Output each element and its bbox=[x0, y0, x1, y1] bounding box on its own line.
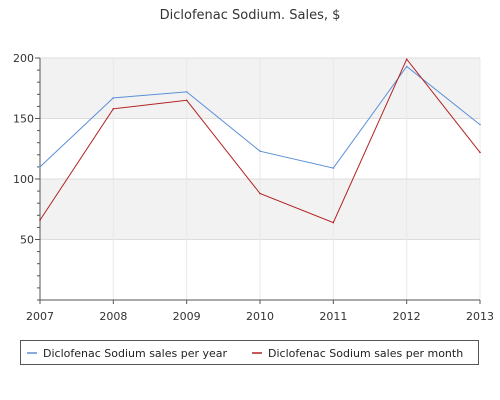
legend-label: Diclofenac Sodium sales per year bbox=[43, 347, 228, 360]
x-tick-label: 2007 bbox=[26, 310, 54, 323]
data-point bbox=[405, 58, 408, 61]
data-point bbox=[259, 150, 261, 152]
x-tick-label: 2013 bbox=[466, 310, 494, 323]
data-point bbox=[39, 219, 41, 221]
data-point bbox=[332, 167, 335, 169]
y-tick-label: 150 bbox=[13, 113, 34, 126]
legend-label: Diclofenac Sodium sales per month bbox=[268, 347, 463, 360]
x-tick-label: 2008 bbox=[99, 310, 127, 323]
data-point bbox=[112, 97, 115, 99]
x-tick-labels: 2007 2008 2009 2010 2011 2012 2013 bbox=[26, 310, 494, 323]
data-point bbox=[112, 108, 115, 110]
y-tick-labels: 50 100 150 200 bbox=[13, 52, 34, 247]
data-point bbox=[479, 123, 481, 126]
x-tick-label: 2009 bbox=[173, 310, 201, 323]
data-point bbox=[259, 192, 261, 195]
data-point bbox=[39, 166, 41, 168]
data-point bbox=[332, 221, 335, 224]
data-point bbox=[185, 91, 188, 93]
x-tick-label: 2011 bbox=[319, 310, 347, 323]
y-tick-label: 100 bbox=[13, 173, 34, 186]
axes bbox=[35, 57, 481, 304]
x-tick-label: 2010 bbox=[246, 310, 274, 323]
data-point bbox=[185, 99, 188, 102]
chart-title: Diclofenac Sodium. Sales, $ bbox=[160, 8, 341, 23]
y-tick-label: 50 bbox=[20, 234, 34, 247]
y-tick-label: 200 bbox=[13, 52, 34, 65]
x-tick-label: 2012 bbox=[393, 310, 421, 323]
legend: Diclofenac Sodium sales per year Diclofen… bbox=[20, 340, 479, 365]
legend-box bbox=[20, 340, 479, 365]
series-lines bbox=[39, 58, 481, 224]
data-point bbox=[405, 65, 408, 68]
data-point bbox=[479, 151, 481, 154]
